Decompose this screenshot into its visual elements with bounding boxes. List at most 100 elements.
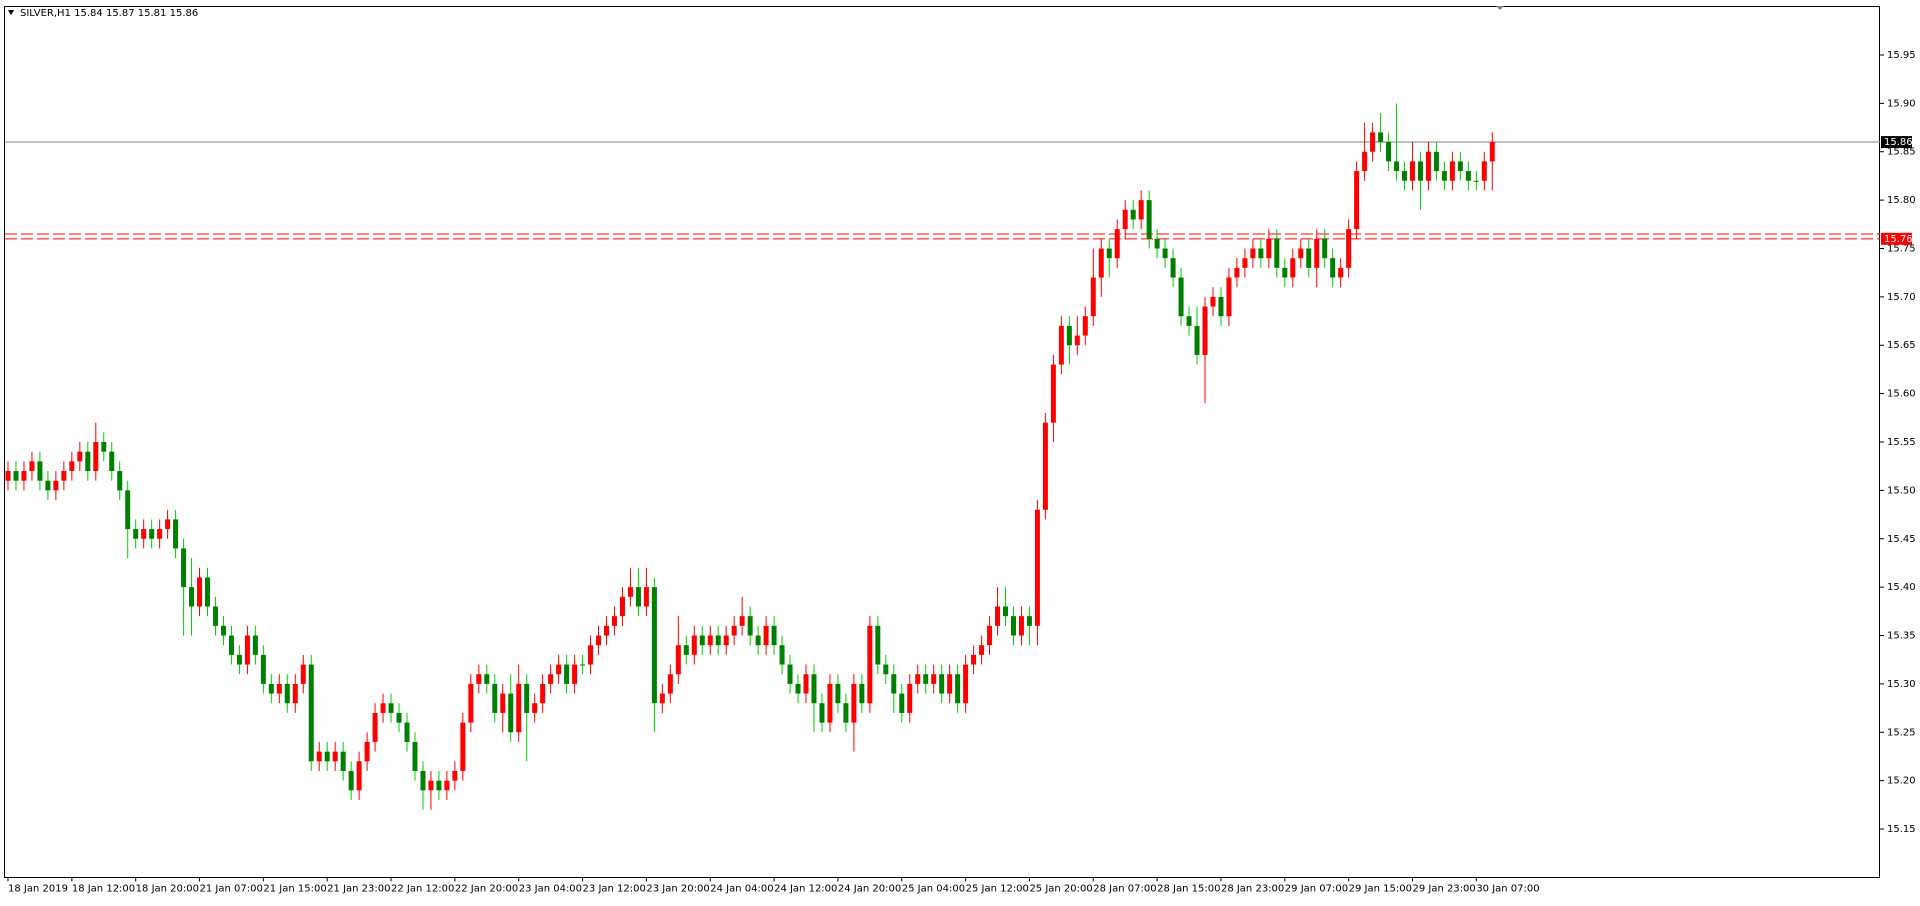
menu-triangle	[8, 10, 14, 15]
candle-body	[1481, 161, 1487, 181]
candle-body	[149, 529, 155, 539]
candle-body	[1234, 267, 1240, 278]
y-tick-label: 15.20	[1887, 776, 1916, 787]
candle-body	[372, 712, 378, 742]
y-tick-label: 15.65	[1887, 340, 1916, 351]
y-tick-label: 15.30	[1887, 679, 1916, 690]
candle-body	[843, 703, 849, 723]
candle-body	[141, 529, 147, 539]
candle-body	[1298, 248, 1304, 259]
x-tick-label: 29 Jan 15:00	[1349, 883, 1412, 894]
x-tick-label: 21 Jan 15:00	[263, 883, 326, 894]
candle-body	[220, 625, 226, 636]
x-tick-label: 24 Jan 12:00	[774, 883, 837, 894]
y-tick-label: 15.70	[1887, 292, 1916, 303]
candle-body	[1417, 161, 1423, 181]
y-tick-label: 15.85	[1887, 147, 1916, 158]
x-tick-label: 25 Jan 20:00	[1029, 883, 1092, 894]
candle-body	[133, 529, 139, 539]
x-tick-label: 23 Jan 20:00	[646, 883, 709, 894]
candle-body	[1082, 316, 1088, 336]
candle-body	[707, 635, 713, 646]
candle-body	[356, 761, 362, 791]
candle-body	[1266, 238, 1272, 259]
candle-body	[1242, 258, 1248, 268]
candle-body	[659, 693, 665, 704]
candle-body	[1290, 258, 1296, 278]
candle-body	[45, 480, 51, 491]
candle-body	[1441, 171, 1447, 181]
y-tick-label: 15.50	[1887, 485, 1916, 496]
candle-body	[1282, 267, 1288, 278]
level-label: 15.76	[1884, 234, 1913, 245]
candle-body	[189, 587, 195, 607]
candle-body	[691, 635, 697, 655]
candle-body	[109, 451, 115, 472]
y-tick-label: 15.55	[1887, 437, 1916, 448]
candle-body	[867, 625, 873, 704]
candle-body	[859, 683, 865, 704]
candle-body	[1122, 209, 1128, 230]
candle-body	[252, 635, 258, 655]
candle-body	[21, 471, 27, 481]
candle-body	[380, 703, 386, 713]
candle-body	[883, 664, 889, 675]
x-tick-label: 29 Jan 07:00	[1285, 883, 1348, 894]
candle-body	[1138, 200, 1144, 220]
candle-body	[101, 442, 107, 452]
candle-body	[915, 674, 921, 684]
candle-body	[899, 693, 905, 713]
candle-body	[1346, 229, 1352, 268]
x-tick-label: 28 Jan 23:00	[1221, 883, 1284, 894]
candle-body	[412, 741, 418, 771]
plot-frame	[4, 6, 1880, 878]
candle-body	[851, 683, 857, 723]
level-label-box	[1881, 232, 1912, 245]
candle-body	[572, 664, 578, 684]
candle-body	[819, 703, 825, 723]
candle-body	[492, 683, 498, 713]
candle-body	[228, 635, 234, 655]
candle-body	[931, 674, 937, 684]
candle-body	[428, 780, 434, 791]
candle-body	[268, 683, 274, 694]
candle-body	[5, 471, 11, 481]
candle-body	[627, 587, 633, 597]
candle-body	[157, 529, 163, 539]
candle-body	[125, 490, 131, 530]
candle-body	[604, 625, 609, 636]
candle-body	[1425, 151, 1431, 181]
candle-body	[787, 664, 793, 684]
candle-body	[556, 664, 562, 675]
candle-body	[292, 683, 298, 704]
candle-body	[340, 751, 346, 771]
candle-body	[1178, 277, 1184, 317]
candle-body	[468, 683, 474, 723]
x-tick-label: 21 Jan 07:00	[200, 883, 263, 894]
candle-body	[197, 577, 203, 607]
candle-body	[1378, 132, 1384, 143]
x-tick-label: 28 Jan 07:00	[1093, 883, 1156, 894]
candle-body	[907, 683, 913, 713]
candle-body	[723, 635, 729, 646]
x-tick-label: 24 Jan 04:00	[710, 883, 773, 894]
candle-body	[500, 693, 506, 713]
x-tick-label: 24 Jan 20:00	[838, 883, 901, 894]
candle-body	[1362, 151, 1368, 172]
candle-body	[77, 451, 83, 462]
x-tick-label: 18 Jan 12:00	[72, 883, 135, 894]
candle-body	[420, 770, 426, 791]
candle-body	[1489, 142, 1495, 162]
candle-body	[651, 587, 657, 704]
y-tick-label: 15.35	[1887, 631, 1916, 642]
candle-body	[1338, 267, 1344, 278]
candle-body	[348, 770, 354, 791]
candle-body	[1066, 325, 1072, 346]
candle-body	[1210, 296, 1216, 307]
candle-body	[212, 606, 218, 626]
candle-body	[1218, 296, 1224, 317]
candle-body	[923, 674, 929, 684]
candle-body	[1130, 209, 1136, 220]
candle-body	[260, 654, 266, 684]
